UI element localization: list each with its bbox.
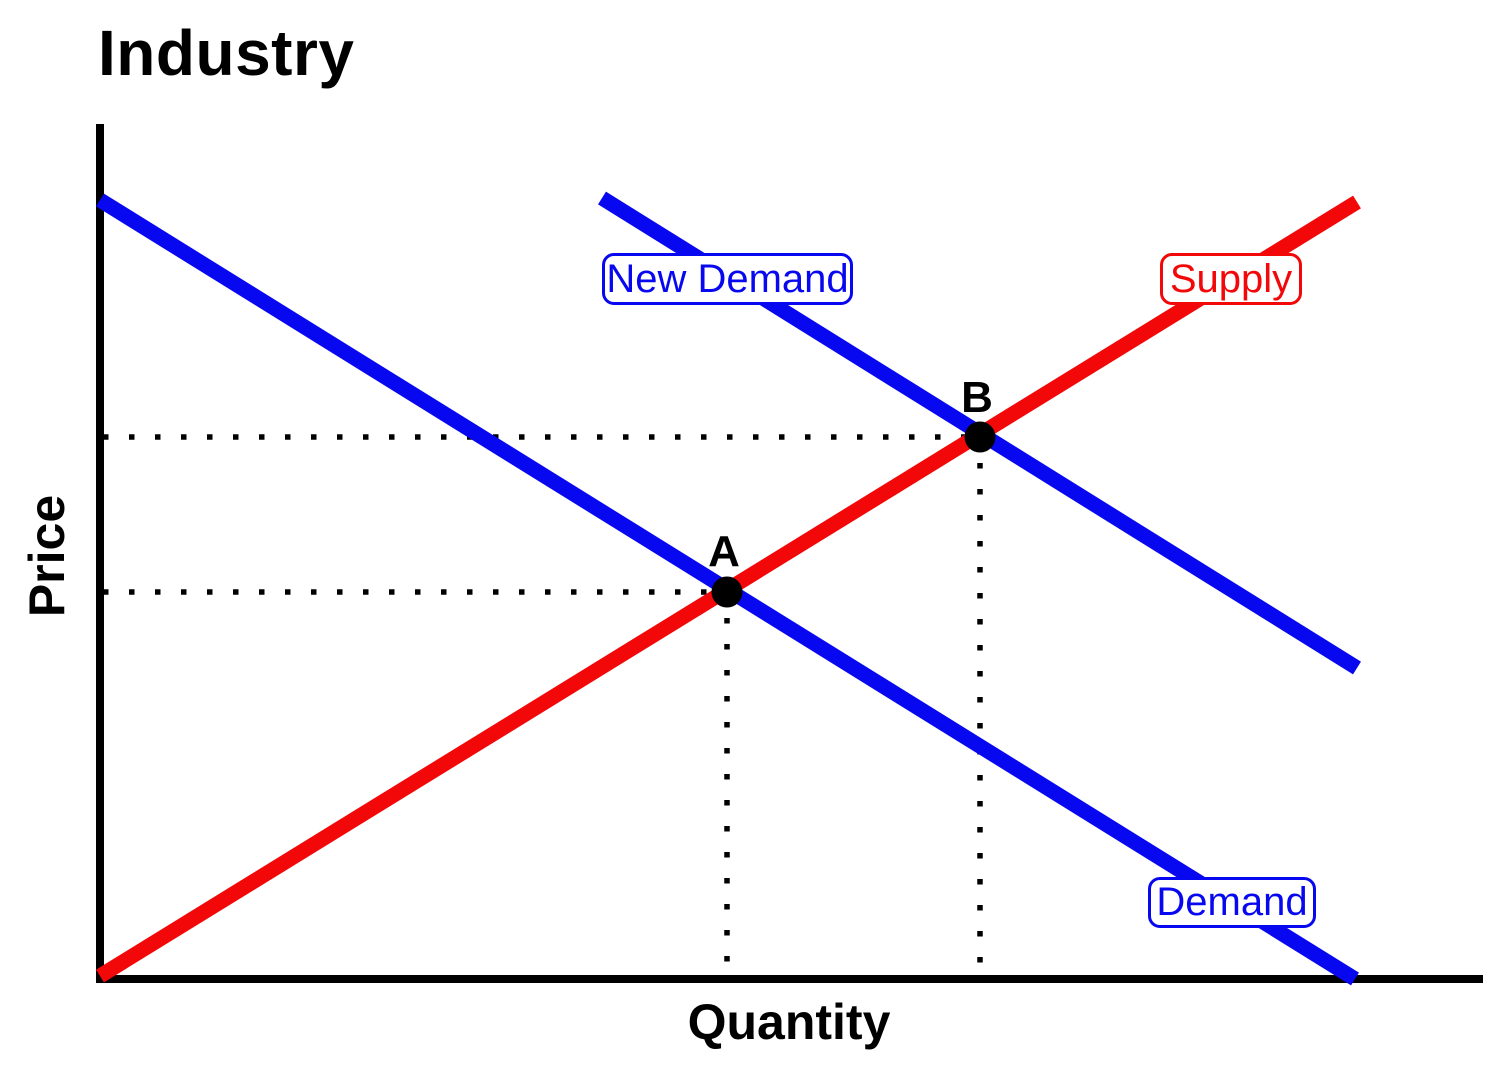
demand-curve-label: Demand [1148, 877, 1316, 928]
y-axis-label: Price [19, 494, 75, 618]
new-demand-curve-label: New Demand [602, 253, 853, 305]
supply-curve-label: Supply [1160, 253, 1302, 305]
chart-title: Industry [98, 17, 355, 89]
point-a-label: A [708, 527, 740, 576]
point-b-label: B [961, 373, 993, 422]
point-a-marker [711, 576, 743, 608]
x-axis-label: Quantity [687, 994, 891, 1050]
point-b-marker [964, 421, 996, 453]
